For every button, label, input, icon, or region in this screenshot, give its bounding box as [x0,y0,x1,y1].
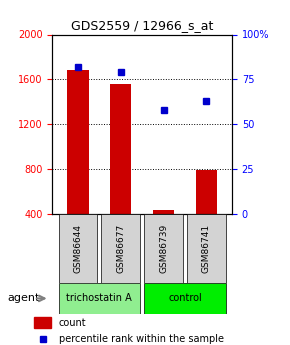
Text: trichostatin A: trichostatin A [66,294,132,303]
Text: count: count [59,318,86,328]
Text: agent: agent [8,294,40,303]
Bar [110,84,131,259]
Bar [196,170,217,259]
FancyBboxPatch shape [144,283,226,314]
Text: control: control [168,294,202,303]
Bar [34,317,51,328]
FancyBboxPatch shape [144,214,183,283]
Text: GSM86644: GSM86644 [73,224,82,273]
Bar [67,70,88,259]
Text: GSM86741: GSM86741 [202,224,211,273]
FancyBboxPatch shape [102,214,140,283]
Text: GSM86677: GSM86677 [116,224,125,273]
Bar [153,210,174,259]
FancyBboxPatch shape [59,214,97,283]
Text: percentile rank within the sample: percentile rank within the sample [59,334,224,344]
Text: GSM86739: GSM86739 [159,224,168,273]
Title: GDS2559 / 12966_s_at: GDS2559 / 12966_s_at [71,19,213,32]
FancyBboxPatch shape [187,214,226,283]
FancyBboxPatch shape [59,283,140,314]
